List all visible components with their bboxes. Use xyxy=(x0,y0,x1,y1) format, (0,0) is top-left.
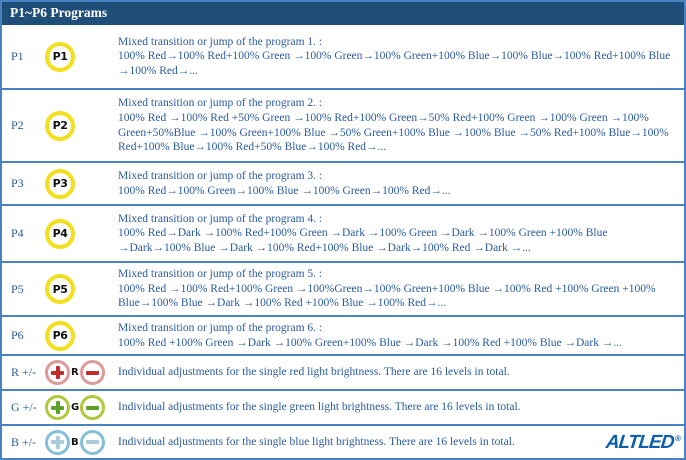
row-left-cell: P3 P3 xyxy=(2,168,114,199)
table-row-p3: P3 P3 Mixed transition or jump of the pr… xyxy=(2,161,684,204)
adjust-description: Individual adjustments for the single re… xyxy=(118,366,510,379)
altled-logo: ALTLED® xyxy=(604,431,680,453)
table-header: P1~P6 Programs xyxy=(2,2,684,25)
table-row-p1: P1 P1 Mixed transition or jump of the pr… xyxy=(2,25,684,88)
blue-minus-button-icon xyxy=(79,429,105,455)
row-left-cell: P4 P4 xyxy=(2,218,114,249)
program-sequence: 100% Red →100% Red+100% Green →100%Green… xyxy=(118,282,656,310)
plus-icon xyxy=(51,435,64,449)
p6-button-icon: P6 xyxy=(45,320,75,351)
adjust-description-row: Individual adjustments for the single bl… xyxy=(114,431,684,454)
program-description: Mixed transition or jump of the program … xyxy=(114,167,684,200)
row-left-cell: R +/- R xyxy=(2,360,114,385)
program-label: P3 xyxy=(11,176,24,190)
red-letter: R xyxy=(71,367,79,378)
plus-icon xyxy=(51,366,64,379)
red-buttons-group: R xyxy=(45,360,105,385)
program-label: P4 xyxy=(11,226,24,240)
minus-icon xyxy=(85,436,99,449)
program-description: Mixed transition or jump of the program … xyxy=(114,210,684,258)
plus-icon xyxy=(51,401,64,414)
program-sequence: 100% Red→Dark →100% Red+100% Green →Dark… xyxy=(118,227,608,254)
table-row-p2: P2 P2 Mixed transition or jump of the pr… xyxy=(2,88,684,161)
p2-button-icon: P2 xyxy=(45,110,75,141)
adjust-description: Individual adjustments for the single gr… xyxy=(118,401,521,414)
registered-mark: ® xyxy=(674,433,680,443)
row-left-cell: P6 P6 xyxy=(2,320,114,351)
altled-logo-text: ALTLED xyxy=(604,431,675,453)
program-label: P1 xyxy=(11,49,24,63)
program-title: Mixed transition or jump of the program … xyxy=(118,35,323,48)
adjust-label: B +/- xyxy=(11,434,37,449)
program-label: P2 xyxy=(11,118,24,132)
red-plus-button-icon xyxy=(45,360,70,385)
row-left-cell: G +/- G xyxy=(2,395,114,420)
row-left-cell: P2 P2 xyxy=(2,110,114,141)
p5-button-icon: P5 xyxy=(45,274,75,304)
adjust-label: R +/- xyxy=(11,365,37,379)
minus-icon xyxy=(86,401,100,414)
program-sequence: 100% Red→100% Red+100% Green →100% Green… xyxy=(118,50,671,77)
p3-button-icon: P3 xyxy=(45,168,75,199)
table-row-p5: P5 P5 Mixed transition or jump of the pr… xyxy=(2,261,684,315)
row-left-cell: B +/- B xyxy=(2,429,114,455)
blue-buttons-group: B xyxy=(45,429,105,455)
program-sequence: 100% Red →100% Red +50% Green →100% Red+… xyxy=(118,111,669,154)
table-row-red-adjust: R +/- R Individual adjustments for the s… xyxy=(2,354,684,389)
green-plus-button-icon xyxy=(45,395,70,420)
p1-button-icon: P1 xyxy=(45,41,75,72)
program-description: Mixed transition or jump of the program … xyxy=(114,319,684,352)
table-row-p4: P4 P4 Mixed transition or jump of the pr… xyxy=(2,204,684,261)
row-left-cell: P5 P5 xyxy=(2,274,114,304)
table-row-p6: P6 P6 Mixed transition or jump of the pr… xyxy=(2,315,684,354)
program-title: Mixed transition or jump of the program … xyxy=(118,268,323,281)
table-row-green-adjust: G +/- G Individual adjustments for the s… xyxy=(2,389,684,424)
green-minus-button-icon xyxy=(80,395,106,420)
table-row-blue-adjust: B +/- B Individual adjustments for the s… xyxy=(2,424,684,458)
program-sequence: 100% Red +100% Green →Dark →100% Green+1… xyxy=(118,336,622,349)
adjust-label: G +/- xyxy=(11,400,37,414)
program-title: Mixed transition or jump of the program … xyxy=(118,212,323,225)
program-title: Mixed transition or jump of the program … xyxy=(118,321,323,334)
program-title: Mixed transition or jump of the program … xyxy=(118,97,323,110)
blue-plus-button-icon xyxy=(45,429,70,455)
program-description: Mixed transition or jump of the program … xyxy=(114,265,684,313)
program-label: P6 xyxy=(11,328,24,342)
row-left-cell: P1 P1 xyxy=(2,41,114,72)
p4-button-icon: P4 xyxy=(45,218,75,249)
blue-letter: B xyxy=(71,436,79,448)
program-description: Mixed transition or jump of the program … xyxy=(114,94,684,156)
program-sequence: 100% Red→100% Green→100% Blue →100% Gree… xyxy=(118,184,451,197)
green-buttons-group: G xyxy=(45,395,106,420)
green-letter: G xyxy=(71,402,80,413)
program-description: Mixed transition or jump of the program … xyxy=(114,33,684,81)
red-minus-button-icon xyxy=(79,360,105,385)
program-title: Mixed transition or jump of the program … xyxy=(118,169,323,182)
adjust-description: Individual adjustments for the single bl… xyxy=(118,435,515,448)
minus-icon xyxy=(85,366,99,379)
program-label: P5 xyxy=(11,281,24,296)
